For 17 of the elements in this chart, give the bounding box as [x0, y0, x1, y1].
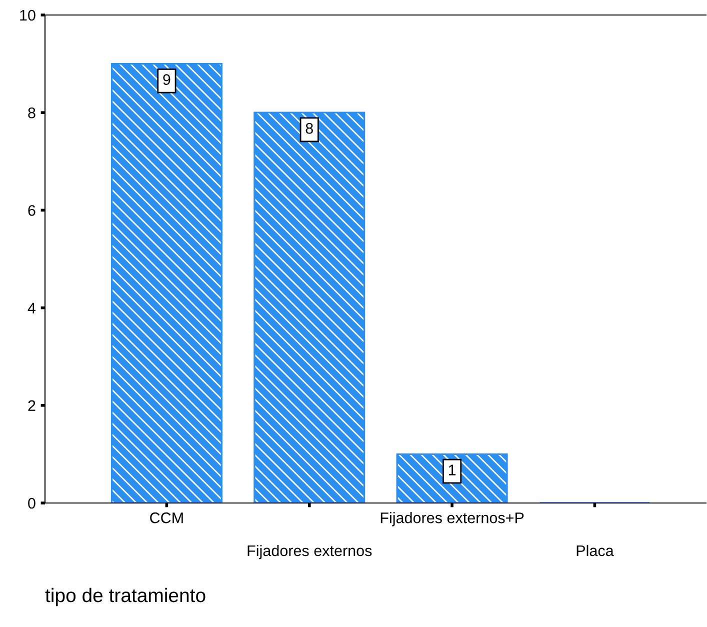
- y-tick-label: 4: [28, 302, 36, 314]
- data-label: 8: [306, 122, 313, 134]
- bar: [396, 453, 508, 503]
- y-tick-label: 6: [28, 205, 36, 216]
- x-tick-label: Fijadores externos+P: [380, 512, 524, 526]
- bar: [110, 62, 222, 503]
- x-tick-label: Fijadores externos: [248, 544, 372, 560]
- data-label: 9: [163, 74, 170, 85]
- data-label: 1: [448, 464, 456, 476]
- x-axis-title: tipo de tratamiento: [45, 588, 206, 606]
- y-tick-label: 8: [28, 107, 36, 118]
- y-tick-label: 10: [20, 10, 36, 21]
- x-tick-label: Placa: [576, 544, 614, 556]
- bar: [254, 112, 366, 503]
- y-tick-label: 2: [28, 400, 36, 411]
- x-tick-label: CCM: [150, 512, 183, 524]
- y-tick-label: 0: [28, 498, 36, 509]
